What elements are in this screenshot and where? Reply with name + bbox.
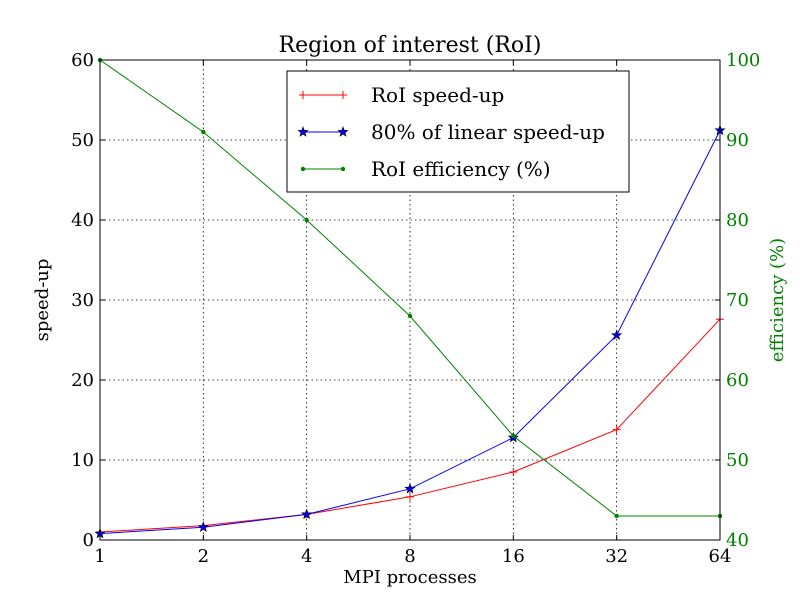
legend-marker	[297, 126, 309, 137]
legend-marker	[299, 91, 307, 99]
y-tick-label: 10	[71, 450, 94, 471]
y2-tick-label: 90	[726, 130, 749, 151]
series-3-point	[304, 217, 309, 223]
series-1-point	[406, 492, 414, 501]
series-3-point	[614, 513, 619, 519]
y2-axis-label: efficiency (%)	[767, 238, 788, 362]
y-tick-label: 40	[71, 210, 94, 231]
chart-title: Region of interest (RoI)	[279, 33, 542, 58]
y-tick-label: 0	[83, 530, 94, 551]
x-tick-label: 8	[404, 546, 415, 567]
legend: RoI speed-up 80% of linear speed-up RoI ef…	[286, 70, 630, 193]
y2-tick-label: 40	[726, 530, 749, 551]
series-3-point	[407, 313, 413, 319]
x-axis-label: MPI processes	[343, 567, 476, 588]
x-tick-label: 64	[709, 546, 732, 567]
legend-marker	[340, 166, 346, 172]
series-3-point	[201, 129, 206, 135]
x-tick-label: 16	[502, 546, 525, 567]
x-tick-label: 32	[605, 546, 628, 567]
legend-marker	[339, 91, 347, 99]
series-2-point	[301, 508, 313, 520]
y-axis-label: speed-up	[32, 259, 53, 342]
legend-entry: RoI efficiency (%)	[300, 157, 551, 181]
y2-tick-label: 70	[726, 290, 749, 311]
legend-label: RoI speed-up	[371, 83, 504, 107]
legend-label: 80% of linear speed-up	[371, 120, 605, 144]
legend-entry: 80% of linear speed-up	[297, 120, 605, 144]
legend-marker	[337, 126, 349, 137]
x-tick-label: 1	[94, 546, 105, 567]
x-tick-label: 4	[301, 546, 312, 567]
series-2-point	[611, 329, 623, 340]
ticks-layer: 1 2 4 8 16 32 64 0 10 20 30 40 50 60 40 50 60 70 80 90 100	[71, 50, 760, 567]
y-tick-label: 60	[71, 50, 94, 71]
y2-tick-label: 50	[726, 450, 749, 471]
legend-entry: RoI speed-up	[299, 83, 504, 107]
series-3-point	[511, 433, 516, 439]
y-tick-label: 50	[71, 130, 94, 151]
x-tick-label: 2	[198, 546, 209, 567]
legend-label: RoI efficiency (%)	[371, 157, 551, 181]
series-2-point	[197, 521, 209, 532]
series-2-point	[404, 482, 416, 494]
legend-marker	[300, 166, 306, 172]
y2-tick-label: 80	[726, 210, 749, 231]
series-1-point	[612, 425, 621, 434]
y-tick-label: 20	[71, 370, 94, 391]
y-tick-label: 30	[71, 290, 94, 311]
series-1-point	[509, 468, 518, 476]
y2-tick-label: 100	[726, 50, 760, 71]
y2-tick-label: 60	[726, 370, 749, 391]
